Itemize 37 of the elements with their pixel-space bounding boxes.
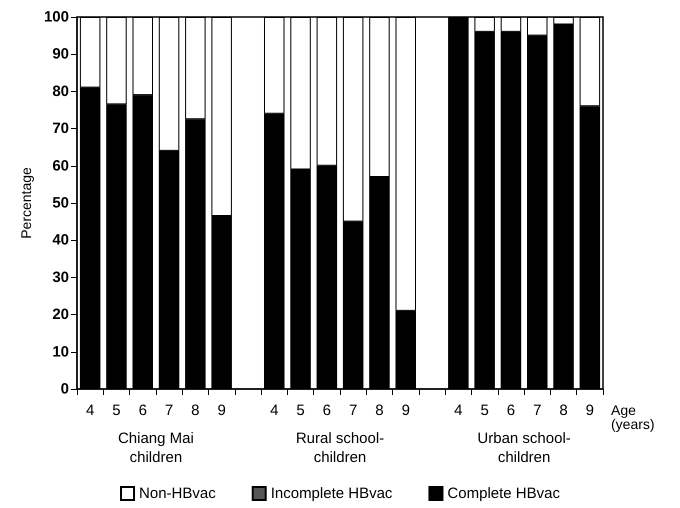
y-axis-title: Percentage <box>18 166 34 239</box>
y-tick-label: 70 <box>52 120 69 138</box>
x-tick-label: 9 <box>217 402 226 419</box>
x-tick-label: 7 <box>164 402 174 419</box>
x-tick-label: 4 <box>270 402 278 419</box>
y-tick-label: 40 <box>52 232 69 249</box>
x-tick-label: 8 <box>191 402 200 419</box>
text: Rural school- children <box>296 430 384 466</box>
x-tick-label: 9 <box>586 402 594 419</box>
text: Chiang Mai children <box>118 430 194 466</box>
y-tick-label: 0 <box>60 380 69 398</box>
legend-label: Incomplete HBvac <box>270 485 393 502</box>
x-tick-label: 5 <box>480 402 489 419</box>
x-tick-label: 6 <box>322 402 332 419</box>
y-tick-label: 80 <box>52 82 69 100</box>
y-tick-label: 50 <box>52 194 69 212</box>
y-tick-label: 90 <box>52 46 69 63</box>
x-tick-label: 5 <box>296 402 305 419</box>
x-tick-label: 6 <box>506 402 516 419</box>
x-tick-label: 7 <box>533 402 542 419</box>
x-tick-label: 4 <box>86 402 94 419</box>
x-axis-title: Age (years) <box>611 402 655 432</box>
x-tick-label: 8 <box>375 402 384 419</box>
y-tick-label: 100 <box>44 8 69 26</box>
x-tick-label: 6 <box>138 402 147 419</box>
y-tick-label: 60 <box>52 157 69 174</box>
legend-label: Complete HBvac <box>447 485 560 502</box>
y-tick-label: 20 <box>52 306 69 324</box>
y-tick-label: 10 <box>52 343 69 360</box>
legend-label: Non-HBvac <box>139 485 216 502</box>
text: Urban school- children <box>477 430 571 466</box>
x-tick-label: 8 <box>559 402 568 419</box>
x-tick-label: 9 <box>402 402 410 419</box>
x-tick-label: 4 <box>454 402 463 419</box>
y-tick-label: 30 <box>52 268 69 286</box>
x-tick-label: 5 <box>112 402 121 419</box>
x-tick-label: 7 <box>348 402 358 419</box>
